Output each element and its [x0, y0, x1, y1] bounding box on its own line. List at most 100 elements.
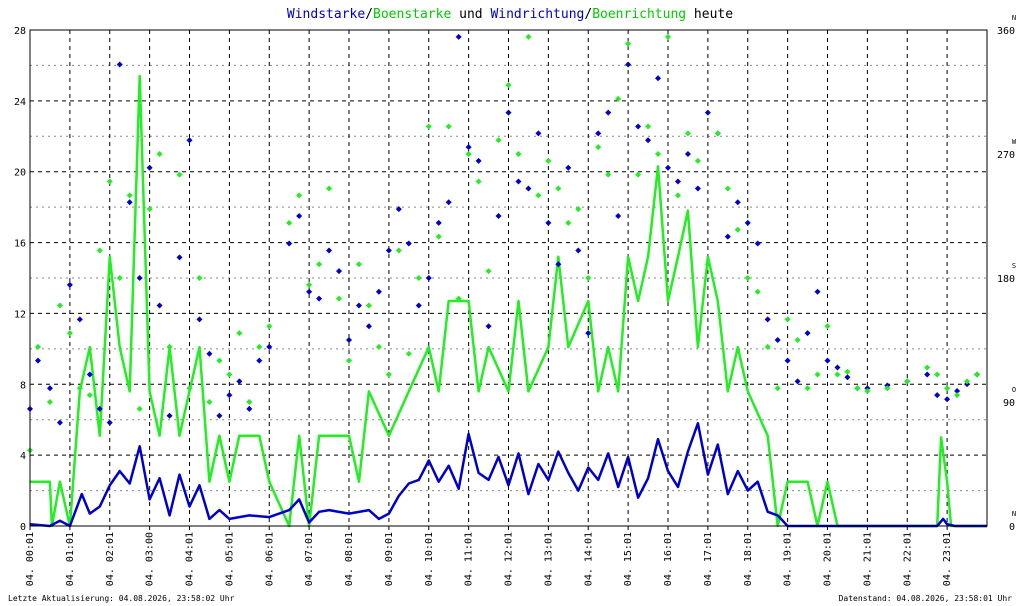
axes: 04. 00:01 04. 01:01 04. 02:01 04. 03:00 04. … — [14, 14, 1017, 586]
point-boenrichtung — [674, 192, 681, 199]
point-boenrichtung — [864, 387, 871, 394]
point-boenrichtung — [665, 33, 671, 40]
point-boenrichtung — [804, 385, 811, 392]
title-part-3: und — [451, 7, 490, 22]
x-tick-label: 04. 09:01 — [384, 532, 395, 586]
point-windrichtung — [186, 137, 193, 144]
point-boenrichtung — [86, 392, 93, 399]
title-part-6: Boenrichtung — [592, 7, 686, 22]
point-boenrichtung — [136, 405, 143, 412]
point-boenrichtung — [296, 192, 303, 199]
point-boenrichtung — [764, 343, 771, 350]
point-windrichtung — [166, 412, 173, 419]
point-windrichtung — [754, 240, 761, 247]
x-tick-label: 04. 16:01 — [663, 532, 674, 586]
point-windrichtung — [316, 295, 323, 302]
point-windrichtung — [445, 199, 452, 206]
point-boenrichtung — [465, 151, 472, 157]
point-windrichtung — [774, 337, 781, 343]
y-left-tick-label: 12 — [14, 309, 26, 320]
x-tick-label: 04. 14:01 — [583, 532, 594, 586]
point-boenrichtung — [326, 185, 333, 192]
title-part-5: / — [584, 7, 592, 22]
point-windrichtung — [246, 405, 253, 412]
point-windrichtung — [824, 357, 831, 364]
title-part-1: / — [365, 7, 373, 22]
point-boenrichtung — [156, 151, 163, 157]
point-boenrichtung — [146, 206, 153, 213]
point-windrichtung — [585, 330, 592, 337]
point-windrichtung — [844, 374, 851, 381]
point-windrichtung — [684, 151, 691, 157]
point-boenrichtung — [34, 343, 41, 350]
point-boenrichtung — [774, 385, 781, 392]
x-tick-label: 04. 13:01 — [543, 532, 554, 586]
point-boenrichtung — [924, 364, 931, 371]
point-boenrichtung — [954, 392, 961, 399]
point-boenrichtung — [435, 233, 442, 240]
y-left-tick-label: 0 — [20, 522, 26, 533]
point-windrichtung — [355, 302, 362, 309]
point-windrichtung — [485, 323, 492, 330]
point-windrichtung — [435, 219, 442, 226]
point-boenrichtung — [395, 247, 402, 254]
point-boenrichtung — [645, 123, 652, 130]
point-boenrichtung — [605, 171, 612, 178]
point-windrichtung — [126, 199, 133, 206]
point-boenrichtung — [495, 137, 502, 144]
point-windrichtung — [236, 378, 243, 385]
point-boenrichtung — [505, 82, 512, 89]
point-boenrichtung — [694, 157, 701, 164]
point-boenrichtung — [754, 288, 761, 295]
point-boenrichtung — [66, 330, 73, 337]
point-boenrichtung — [575, 206, 582, 213]
point-windrichtung — [694, 185, 701, 192]
point-windrichtung — [704, 109, 711, 116]
point-windrichtung — [196, 316, 203, 323]
title-part-2: Boenstarke — [373, 7, 451, 22]
point-windrichtung — [505, 109, 512, 116]
point-windrichtung — [615, 213, 622, 219]
point-windrichtung — [605, 109, 612, 116]
point-boenrichtung — [365, 302, 372, 309]
y-right-direction-label: S — [1012, 262, 1016, 270]
y-right-direction-label: O — [1012, 386, 1016, 394]
x-tick-label: 04. 20:01 — [823, 532, 834, 586]
point-windrichtung — [625, 61, 632, 68]
y-left-tick-label: 24 — [14, 97, 26, 108]
point-boenrichtung — [535, 192, 542, 199]
point-boenrichtung — [555, 185, 562, 192]
x-tick-label: 04. 19:01 — [783, 532, 794, 586]
point-windrichtung — [86, 371, 93, 378]
point-windrichtung — [46, 385, 53, 392]
point-boenrichtung — [904, 378, 911, 385]
point-windrichtung — [834, 364, 841, 371]
title-part-0: Windstarke — [287, 7, 365, 22]
y-right-direction-label: N — [1012, 14, 1016, 22]
y-right-direction-label: W — [1012, 138, 1017, 146]
point-windrichtung — [206, 350, 213, 357]
point-windrichtung — [814, 288, 821, 295]
point-boenrichtung — [246, 399, 253, 405]
point-windrichtung — [156, 302, 163, 309]
point-boenrichtung — [256, 343, 263, 350]
point-boenrichtung — [56, 302, 63, 309]
point-boenrichtung — [545, 157, 552, 164]
point-windrichtung — [395, 206, 402, 213]
point-windrichtung — [66, 281, 73, 288]
point-windrichtung — [296, 213, 303, 219]
point-boenrichtung — [704, 261, 711, 268]
point-boenrichtung — [336, 295, 343, 302]
point-boenrichtung — [615, 95, 622, 102]
point-boenrichtung — [445, 123, 452, 130]
grid — [29, 29, 987, 527]
point-windrichtung — [954, 387, 961, 394]
point-boenrichtung — [714, 130, 721, 137]
y-left-tick-label: 4 — [20, 451, 26, 462]
point-boenrichtung — [236, 330, 243, 337]
point-boenrichtung — [625, 40, 632, 47]
point-windrichtung — [475, 157, 482, 164]
point-windrichtung — [665, 164, 671, 171]
point-windrichtung — [555, 261, 562, 268]
